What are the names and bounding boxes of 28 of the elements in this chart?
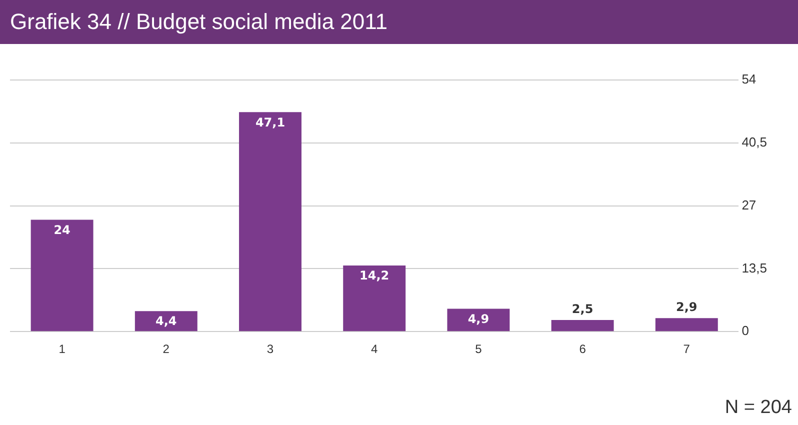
bar (551, 320, 614, 332)
text: N = 204 (724, 397, 792, 419)
x-tick-label: 1 (58, 342, 66, 356)
chart-title: Grafiek 34 // Budget social media 2011 (0, 0, 798, 44)
data-label: 14,2 (360, 268, 390, 283)
x-tick-label: 2 (162, 342, 170, 356)
bar (30, 220, 94, 332)
x-tick-label: 7 (683, 342, 690, 356)
data-label: 4,9 (468, 312, 490, 326)
data-label: 2,9 (676, 300, 698, 314)
bar (655, 318, 718, 332)
x-tick-label: 6 (579, 342, 586, 356)
x-tick-label: 3 (266, 342, 274, 356)
x-tick-label: 4 (371, 342, 378, 356)
data-label: 24 (54, 222, 70, 237)
data-label: 4,4 (156, 314, 177, 328)
x-tick-label: 5 (475, 342, 482, 356)
y-tick-label: 40,5 (742, 134, 768, 150)
data-label: 47,1 (255, 115, 286, 130)
bar (343, 265, 406, 332)
bar (239, 112, 302, 332)
y-tick-label: 13,5 (742, 260, 768, 276)
bar (447, 308, 510, 332)
y-tick-label: 0 (742, 323, 749, 338)
bar (134, 311, 198, 332)
y-tick-label: 27 (742, 197, 756, 212)
y-tick-label: 54 (742, 72, 756, 87)
data-label: 2,5 (572, 302, 594, 316)
